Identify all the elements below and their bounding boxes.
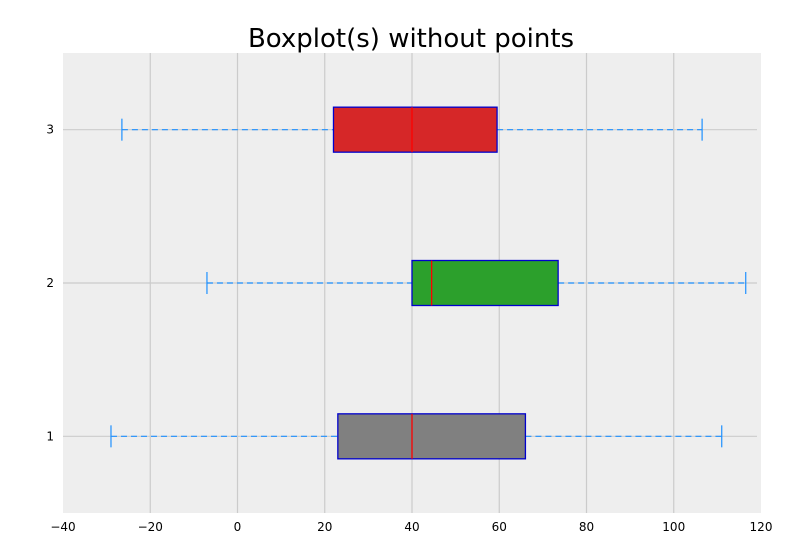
x-tick-label: 0 [234, 520, 242, 534]
x-tick-label: −20 [138, 520, 163, 534]
x-tick-label: 120 [750, 520, 773, 534]
boxes [110, 106, 747, 460]
x-tick-label: −40 [50, 520, 75, 534]
y-tick-label: 2 [46, 276, 54, 290]
y-tick-label: 1 [46, 429, 54, 443]
x-tick-label: 100 [662, 520, 685, 534]
chart-title: Boxplot(s) without points [248, 24, 574, 54]
box-group-3 [121, 106, 703, 153]
x-tick-label: 60 [492, 520, 507, 534]
box-iqr [332, 106, 498, 153]
box-group-1 [110, 413, 723, 460]
axis-ticks: −40 −20 0 20 40 60 80 100 120 1 2 3 [46, 123, 772, 534]
box-iqr [411, 259, 559, 307]
x-tick-label: 80 [579, 520, 594, 534]
box-iqr [337, 413, 527, 460]
box-group-2 [206, 259, 747, 307]
x-tick-label: 40 [404, 520, 419, 534]
y-tick-label: 3 [46, 123, 54, 137]
x-tick-label: 20 [317, 520, 332, 534]
